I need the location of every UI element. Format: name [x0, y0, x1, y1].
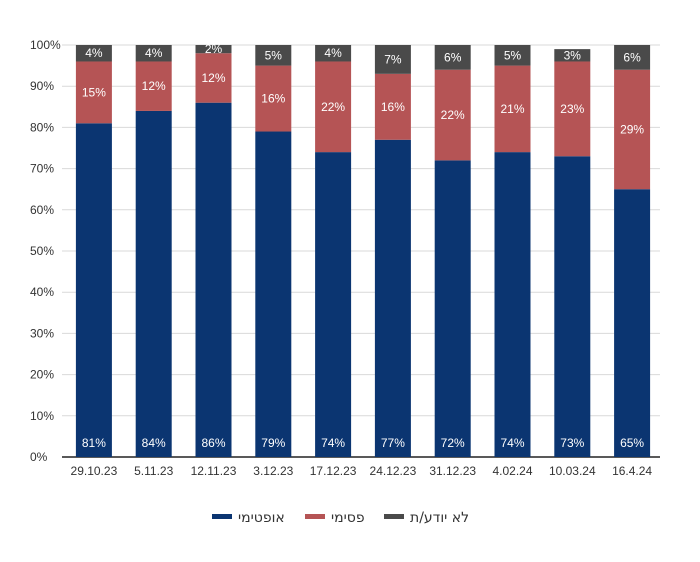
bar-segment — [315, 45, 352, 62]
x-tick-label: 3.12.23 — [253, 464, 293, 478]
bar-segment — [135, 61, 172, 111]
bar-segment — [434, 160, 471, 458]
data-label: 16% — [381, 100, 405, 114]
data-label: 6% — [623, 50, 641, 64]
x-tick-label: 10.03.24 — [549, 464, 596, 478]
bar-segment — [135, 45, 172, 62]
bar-segment — [195, 53, 232, 103]
x-axis: 29.10.23 5.11.23 12.11.23 3.12.23 17.12.23 24… — [71, 464, 653, 478]
y-axis: 0% 10% 20% 30% 40% 50% 60% 70% 80% 90% 100% — [30, 38, 61, 464]
data-label: 12% — [201, 71, 225, 85]
bar-segment — [315, 152, 352, 457]
bar-segment — [195, 45, 232, 54]
data-label: 73% — [560, 436, 584, 450]
data-label: 29% — [620, 122, 644, 136]
legend-swatch — [212, 514, 232, 519]
y-tick-label: 100% — [30, 38, 61, 52]
bar-segment — [195, 102, 232, 458]
data-label: 12% — [142, 79, 166, 93]
data-label: 74% — [500, 436, 524, 450]
data-label: 4% — [324, 46, 342, 60]
bar-segment — [494, 152, 531, 457]
data-label: 22% — [321, 100, 345, 114]
x-tick-label: 31.12.23 — [429, 464, 476, 478]
data-label: 86% — [201, 436, 225, 450]
data-label: 65% — [620, 436, 644, 450]
bar-segment — [374, 73, 411, 140]
x-tick-label: 4.02.24 — [492, 464, 532, 478]
bar-segment — [554, 156, 591, 458]
data-label: 74% — [321, 436, 345, 450]
bar-segment — [75, 61, 112, 124]
y-tick-label: 40% — [30, 285, 54, 299]
y-tick-label: 50% — [30, 244, 54, 258]
x-tick-label: 29.10.23 — [71, 464, 118, 478]
legend-label: לא יודע/ת — [410, 510, 469, 526]
y-tick-label: 60% — [30, 203, 54, 217]
bar-segment — [614, 189, 651, 457]
x-tick-label: 24.12.23 — [370, 464, 417, 478]
bars — [75, 45, 651, 458]
x-tick-label: 17.12.23 — [310, 464, 357, 478]
legend-label: אופטימי — [238, 510, 285, 526]
y-tick-label: 80% — [30, 120, 54, 134]
legend: אופטימי פסימי לא יודע/ת — [212, 510, 469, 526]
data-label: 15% — [82, 85, 106, 99]
data-label: 2% — [205, 42, 223, 56]
y-tick-label: 10% — [30, 409, 54, 423]
y-tick-label: 20% — [30, 368, 54, 382]
bar-segment — [494, 45, 531, 66]
data-label: 84% — [142, 436, 166, 450]
y-tick-label: 90% — [30, 79, 54, 93]
bar-segment — [434, 69, 471, 161]
data-label: 22% — [441, 108, 465, 122]
bar-segment — [135, 110, 172, 458]
x-tick-label: 12.11.23 — [191, 464, 237, 478]
y-tick-label: 30% — [30, 326, 54, 340]
data-label: 79% — [261, 436, 285, 450]
bar-segment — [255, 131, 292, 457]
data-label: 81% — [82, 436, 106, 450]
bar-segment — [494, 65, 531, 153]
bar-segment — [614, 69, 651, 190]
x-tick-label: 16.4.24 — [612, 464, 652, 478]
data-label: 77% — [381, 436, 405, 450]
data-label: 3% — [564, 48, 582, 62]
bar-segment — [554, 61, 591, 157]
y-tick-label: 70% — [30, 162, 54, 176]
data-label: 7% — [384, 52, 402, 66]
data-label: 5% — [265, 48, 283, 62]
x-tick-label: 5.11.23 — [134, 464, 173, 478]
data-label: 5% — [504, 48, 522, 62]
bar-segment — [434, 45, 471, 70]
legend-swatch — [384, 514, 404, 519]
legend-swatch — [305, 514, 325, 519]
bar-segment — [554, 49, 591, 62]
data-labels: 81% 15% 4% 84% 12% 4% 86% 12% 2% 79% 16% 5% 74% 22% 4%… — [82, 42, 645, 450]
y-tick-label: 0% — [30, 450, 48, 464]
bar-segment — [614, 45, 651, 70]
data-label: 21% — [500, 102, 524, 116]
data-label: 4% — [85, 46, 103, 60]
bar-segment — [255, 45, 292, 66]
bar-segment — [75, 123, 112, 457]
data-label: 72% — [441, 436, 465, 450]
data-label: 23% — [560, 102, 584, 116]
data-label: 6% — [444, 50, 462, 64]
bar-segment — [255, 65, 292, 132]
bar-segment — [374, 139, 411, 457]
bar-segment — [374, 45, 411, 74]
bar-segment — [315, 61, 352, 153]
data-label: 16% — [261, 92, 285, 106]
legend-label: פסימי — [331, 510, 365, 526]
bar-segment — [75, 45, 112, 62]
data-label: 4% — [145, 46, 163, 60]
